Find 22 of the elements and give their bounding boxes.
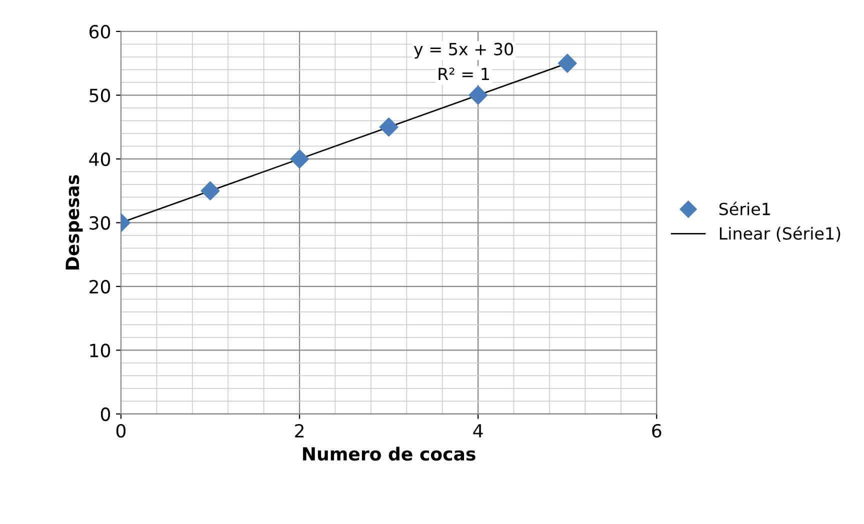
point [468, 86, 488, 105]
x-tick-label: 0 [116, 424, 126, 438]
annotation: y = 5x + 30 [414, 42, 514, 59]
y-tick-label: 10 [90, 344, 110, 358]
x-axis-title: Numero de cocas [303, 446, 476, 461]
x-tick-label: 4 [473, 424, 483, 438]
y-tick-label: 40 [89, 152, 110, 166]
y-axis-title: Despesas [66, 175, 83, 270]
legend-label: Série1 [719, 202, 770, 216]
y-tick-label: 50 [90, 88, 110, 102]
point [200, 181, 220, 200]
y-tick-label: 60 [90, 24, 110, 39]
y-tick-label: 20 [90, 280, 110, 294]
annotation: R² = 1 [438, 68, 489, 80]
y-tick-label: 0 [100, 407, 110, 422]
legend-label: Linear (Série1) [720, 226, 840, 242]
x-tick-label: 2 [295, 424, 304, 438]
point [290, 149, 309, 168]
point [379, 118, 398, 137]
x-tick-label: 6 [652, 424, 662, 438]
y-tick-label: 30 [90, 216, 110, 230]
point [558, 54, 577, 73]
